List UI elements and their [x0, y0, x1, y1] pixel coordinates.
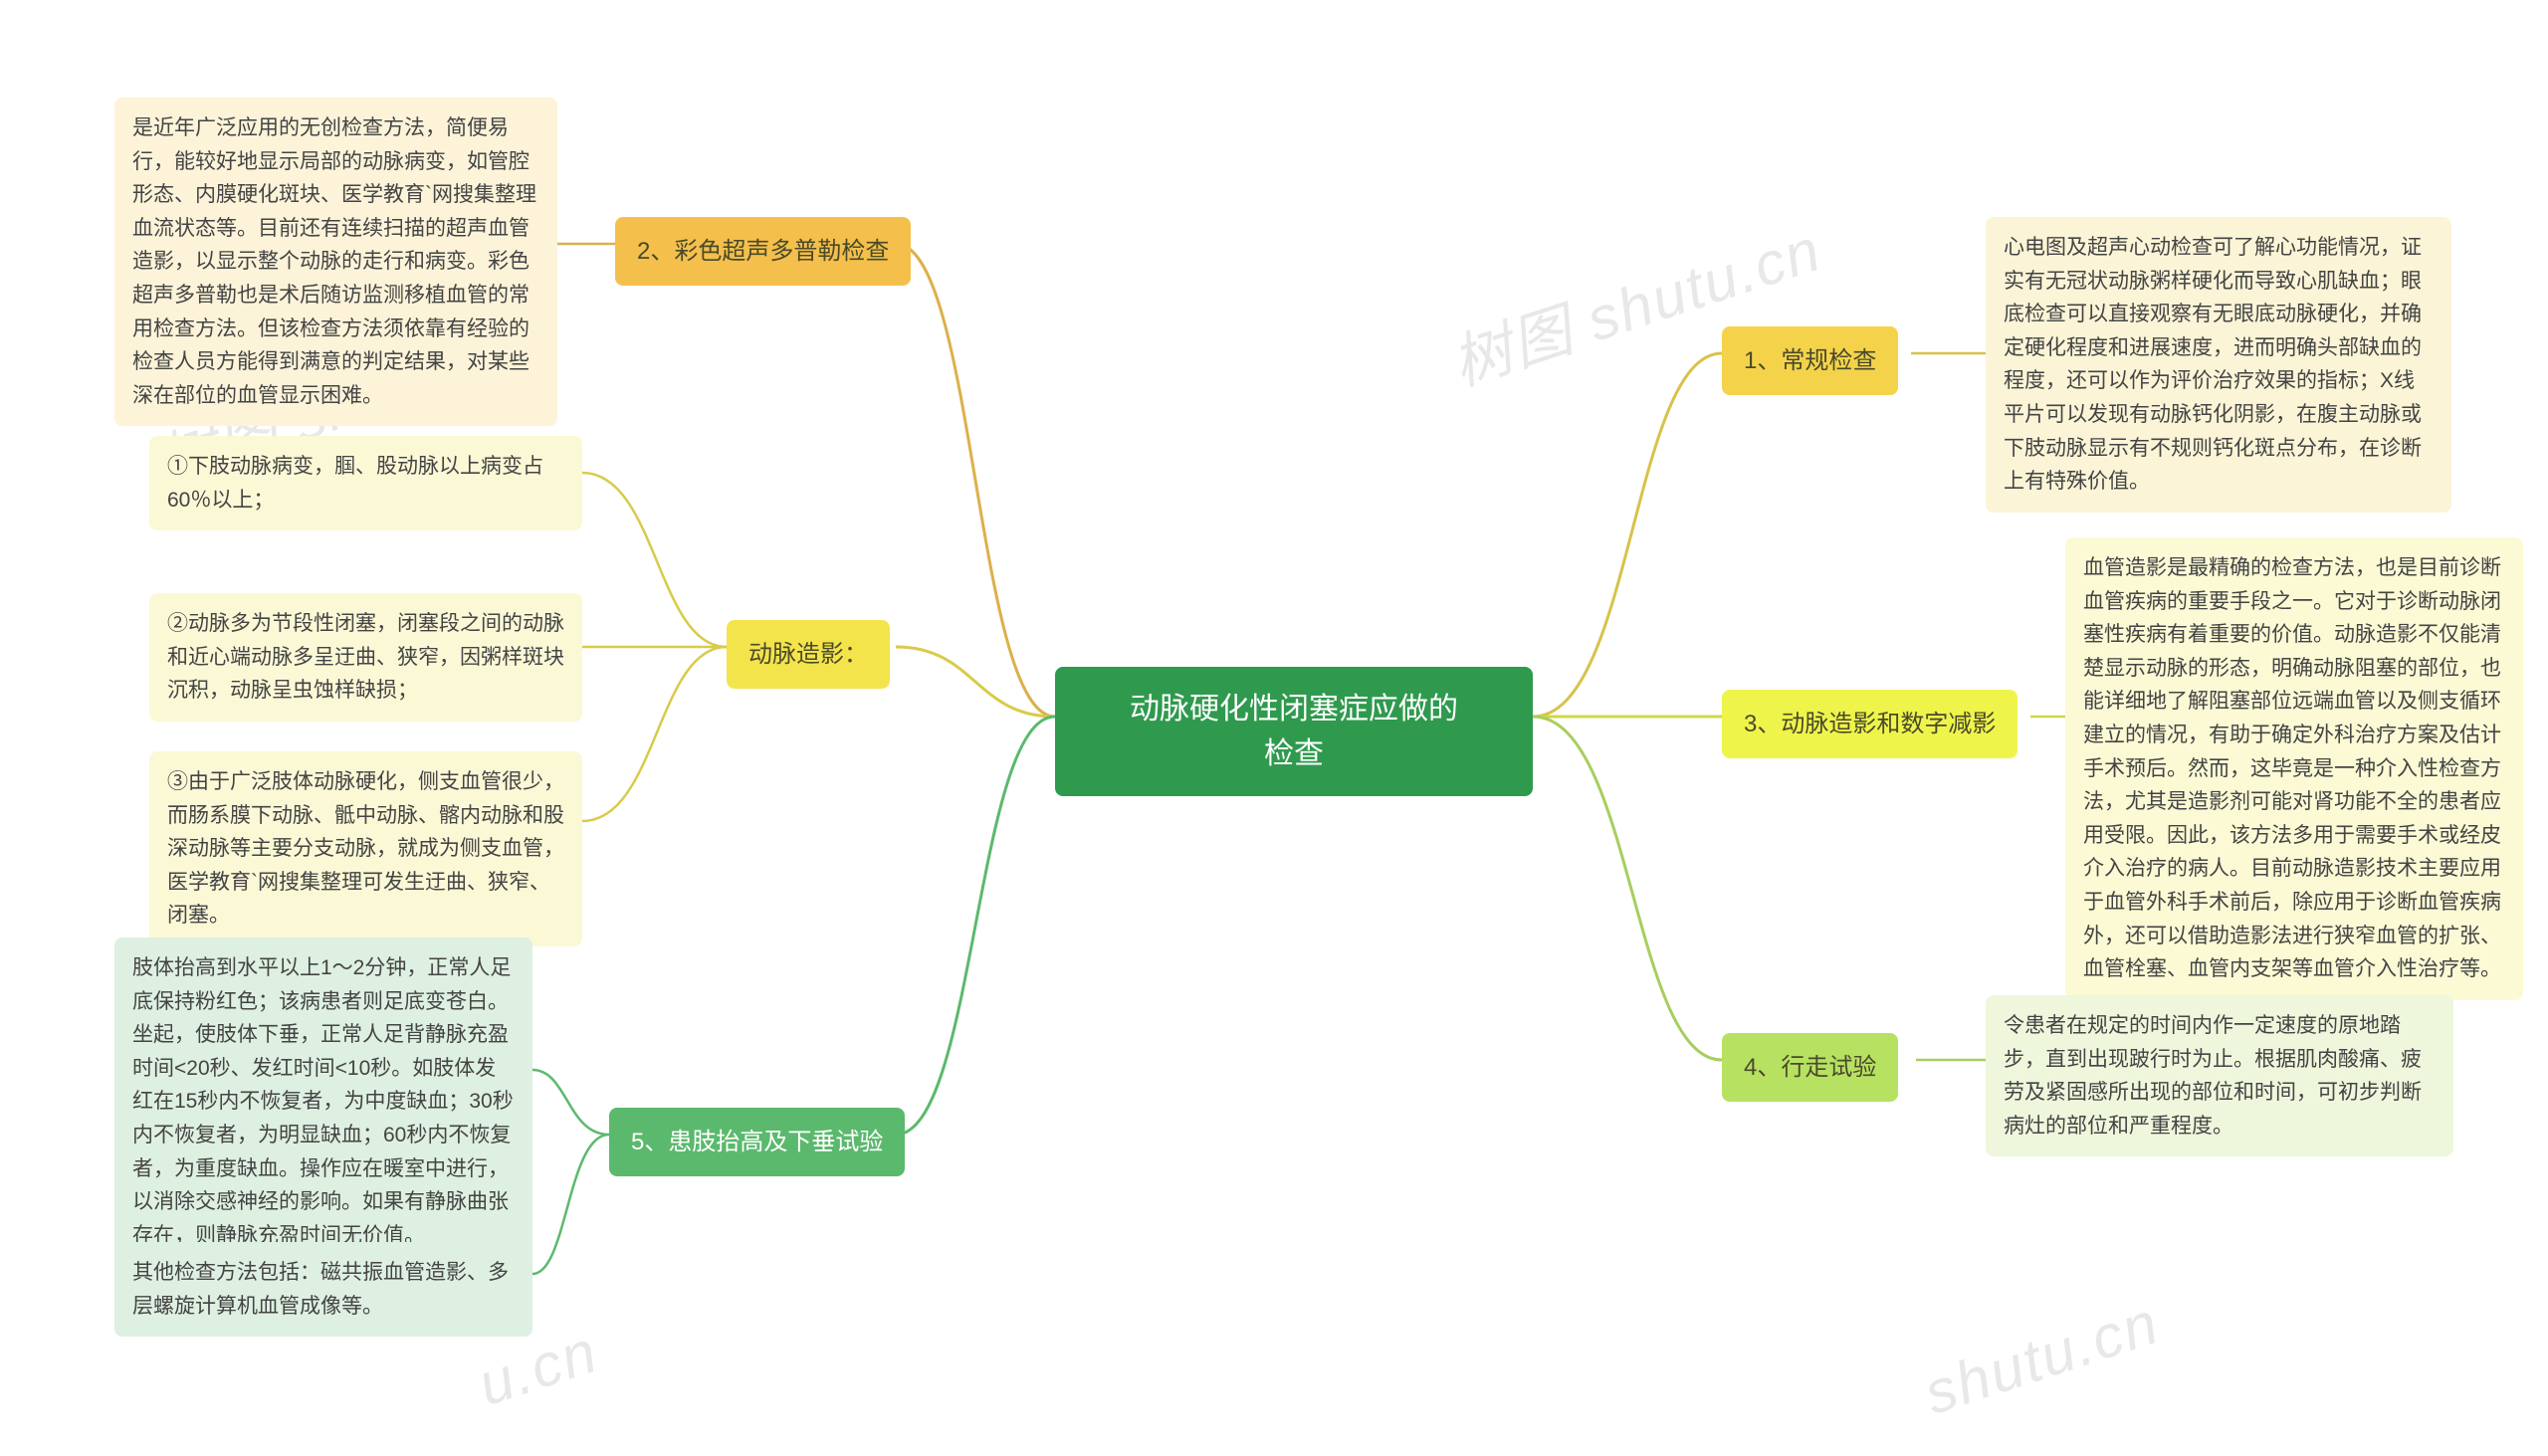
branch-l5[interactable]: 5、患肢抬高及下垂试验 — [609, 1108, 905, 1176]
leaf-art-2: ②动脉多为节段性闭塞，闭塞段之间的动脉和近心端动脉多呈迂曲、狭窄，因粥样斑块沉积… — [149, 593, 582, 722]
center-title-line1: 动脉硬化性闭塞症应做的 — [1083, 687, 1505, 731]
branch-art[interactable]: 动脉造影： — [727, 620, 890, 689]
branch-r3-label: 3、动脉造影和数字减影 — [1744, 711, 1996, 737]
branch-r3[interactable]: 3、动脉造影和数字减影 — [1722, 690, 2017, 758]
branch-l2-label: 2、彩色超声多普勒检查 — [637, 238, 889, 265]
branch-art-label: 动脉造影： — [748, 641, 868, 668]
leaf-r3: 血管造影是最精确的检查方法，也是目前诊断血管疾病的重要手段之一。它对于诊断动脉闭… — [2065, 537, 2523, 1000]
leaf-l2: 是近年广泛应用的无创检查方法，简便易行，能较好地显示局部的动脉病变，如管腔形态、… — [114, 98, 557, 426]
leaf-art-1: ①下肢动脉病变，腘、股动脉以上病变占60％以上； — [149, 436, 582, 530]
branch-l5-label: 5、患肢抬高及下垂试验 — [631, 1129, 883, 1155]
branch-r1[interactable]: 1、常规检查 — [1722, 326, 1898, 395]
leaf-r4: 令患者在规定的时间内作一定速度的原地踏步，直到出现跛行时为止。根据肌肉酸痛、疲劳… — [1986, 995, 2453, 1156]
branch-r4[interactable]: 4、行走试验 — [1722, 1033, 1898, 1102]
branch-r4-label: 4、行走试验 — [1744, 1054, 1876, 1081]
branch-r1-label: 1、常规检查 — [1744, 347, 1876, 374]
watermark: shutu.cn — [1916, 1288, 2167, 1428]
leaf-art-3: ③由于广泛肢体动脉硬化，侧支血管很少，而肠系膜下动脉、骶中动脉、髂内动脉和股深动… — [149, 751, 582, 946]
leaf-l5-2: 其他检查方法包括：磁共振血管造影、多层螺旋计算机血管成像等。 — [114, 1242, 532, 1337]
leaf-l5-1: 肢体抬高到水平以上1～2分钟，正常人足底保持粉红色；该病患者则足底变苍白。坐起，… — [114, 937, 532, 1266]
center-title-line2: 检查 — [1083, 731, 1505, 776]
leaf-r1: 心电图及超声心动检查可了解心功能情况，证实有无冠状动脉粥样硬化而导致心肌缺血；眼… — [1986, 217, 2451, 513]
center-node[interactable]: 动脉硬化性闭塞症应做的 检查 — [1055, 667, 1533, 796]
branch-l2[interactable]: 2、彩色超声多普勒检查 — [615, 217, 911, 286]
